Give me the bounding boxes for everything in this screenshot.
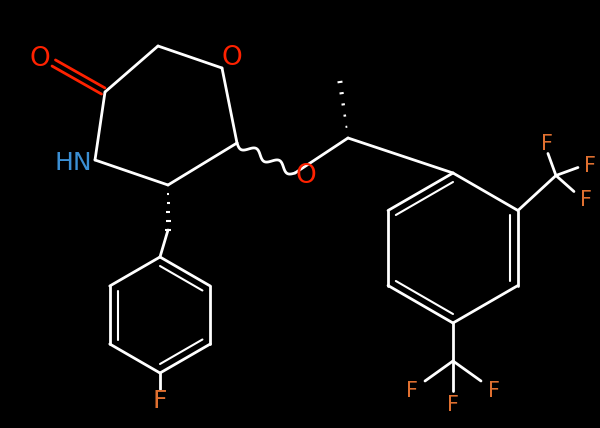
Text: F: F	[153, 389, 167, 413]
Text: F: F	[584, 155, 596, 175]
Text: HN: HN	[54, 151, 92, 175]
Text: O: O	[296, 163, 316, 189]
Text: F: F	[541, 134, 553, 154]
Text: O: O	[29, 46, 50, 72]
Text: F: F	[406, 381, 418, 401]
Text: F: F	[447, 395, 459, 415]
Text: F: F	[580, 190, 592, 209]
Text: F: F	[488, 381, 500, 401]
Text: O: O	[221, 45, 242, 71]
